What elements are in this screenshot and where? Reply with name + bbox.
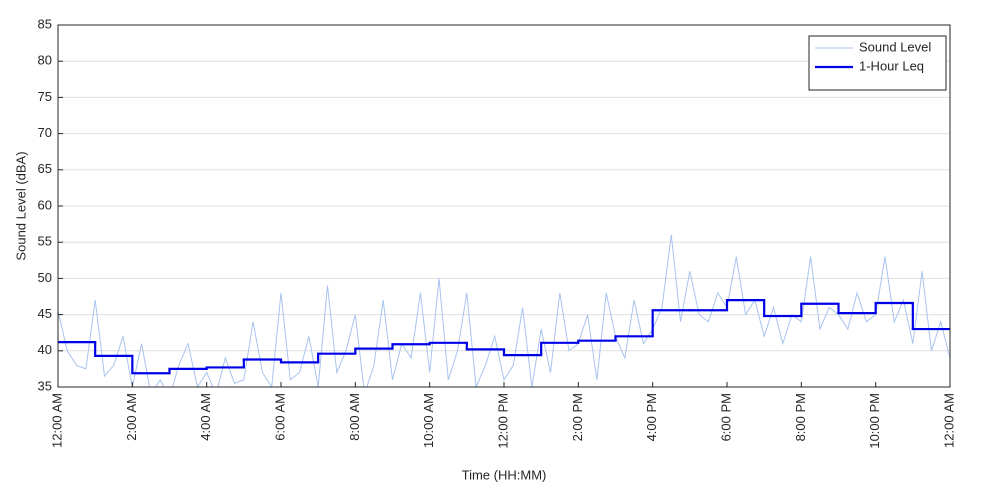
y-tick-label: 70 [38, 125, 52, 140]
x-tick-label: 12:00 PM [495, 393, 510, 449]
x-tick-label: 6:00 AM [272, 393, 287, 441]
x-tick-label: 8:00 PM [793, 393, 808, 441]
x-tick-label: 6:00 PM [718, 393, 733, 441]
x-tick-label: 10:00 AM [421, 393, 436, 448]
legend-label: 1-Hour Leq [859, 58, 924, 73]
x-tick-label: 8:00 AM [347, 393, 362, 441]
x-tick-label: 10:00 PM [867, 393, 882, 449]
y-tick-label: 75 [38, 89, 52, 104]
legend-label: Sound Level [859, 39, 931, 54]
x-tick-label: 2:00 PM [570, 393, 585, 441]
sound-level-line [58, 234, 950, 387]
x-tick-label: 2:00 AM [124, 393, 139, 441]
y-tick-label: 35 [38, 378, 52, 393]
y-tick-label: 50 [38, 270, 52, 285]
x-tick-label: 4:00 AM [198, 393, 213, 441]
x-axis-label: Time (HH:MM) [462, 467, 547, 482]
legend-box [808, 35, 947, 91]
x-tick-label: 12:00 AM [941, 393, 956, 448]
y-tick-label: 65 [38, 161, 52, 176]
y-tick-label: 80 [38, 53, 52, 68]
y-tick-label: 85 [38, 16, 52, 31]
y-tick-label: 40 [38, 342, 52, 357]
y-axis-label: Sound Level (dBA) [13, 151, 28, 260]
x-tick-label: 12:00 AM [49, 393, 64, 448]
y-tick-label: 60 [38, 197, 52, 212]
x-tick-label: 4:00 PM [644, 393, 659, 441]
y-tick-label: 45 [38, 306, 52, 321]
y-tick-label: 55 [38, 234, 52, 249]
